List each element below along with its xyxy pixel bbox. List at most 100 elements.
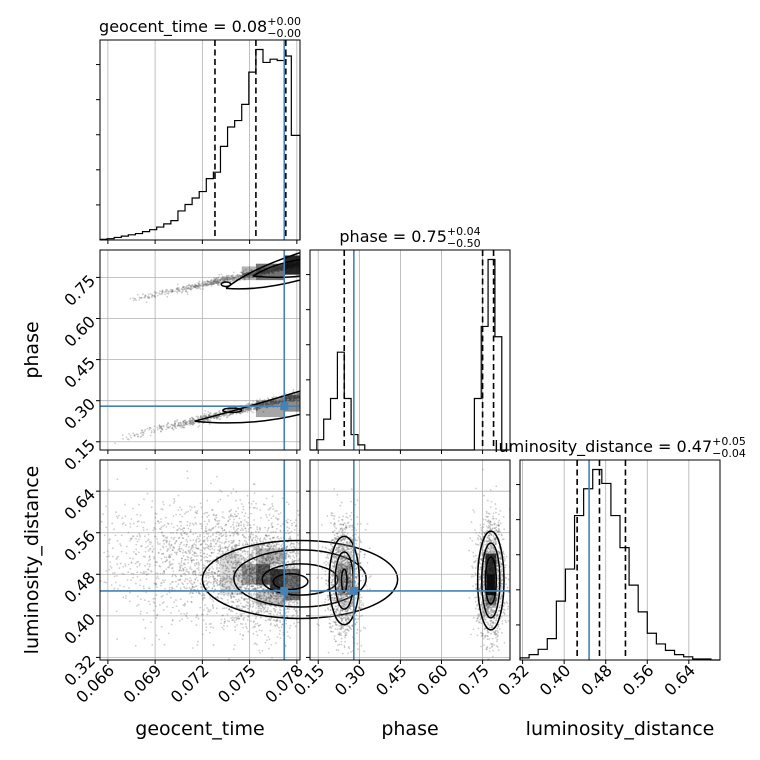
sample-point — [248, 553, 251, 556]
sample-point — [223, 620, 226, 623]
sample-point — [293, 399, 296, 402]
sample-point — [244, 527, 247, 530]
sample-point — [287, 635, 289, 638]
sample-point — [216, 595, 219, 598]
sample-point — [272, 508, 275, 511]
sample-point — [227, 409, 230, 411]
sample-point — [279, 606, 281, 609]
sample-point — [250, 564, 253, 567]
sample-point — [268, 548, 271, 550]
sample-point — [181, 425, 184, 428]
sample-point — [263, 608, 266, 611]
sample-point — [172, 558, 175, 561]
sample-point — [260, 598, 263, 600]
sample-point — [289, 538, 292, 541]
xtick-label-luminosity_distance-1: 0.40 — [536, 661, 575, 700]
sample-point — [204, 284, 207, 287]
sample-point — [243, 558, 246, 560]
sample-point — [285, 398, 288, 400]
sample-point — [148, 428, 151, 431]
sample-point — [285, 561, 288, 564]
sample-point — [212, 551, 215, 554]
sample-point — [245, 585, 248, 588]
sample-point — [263, 595, 266, 597]
sample-point — [200, 586, 203, 589]
sample-point — [183, 421, 186, 424]
sample-point — [202, 283, 204, 286]
sample-point — [202, 619, 205, 622]
sample-point — [226, 277, 229, 280]
sample-point — [256, 399, 258, 402]
sample-point — [293, 546, 296, 549]
sample-point — [297, 534, 299, 536]
sample-point — [215, 278, 218, 281]
sample-point — [268, 617, 270, 620]
sample-point — [225, 278, 228, 281]
sample-point — [226, 619, 229, 622]
sample-point — [211, 283, 214, 286]
sample-point — [264, 588, 267, 591]
sample-point — [203, 540, 206, 543]
sample-point — [227, 560, 229, 563]
sample-point — [236, 275, 239, 278]
sample-point — [173, 425, 176, 427]
sample-point — [264, 403, 267, 406]
sample-point — [244, 557, 247, 560]
sample-point — [232, 648, 235, 650]
sample-point — [295, 397, 297, 400]
sample-point — [230, 277, 233, 280]
sample-point — [289, 395, 291, 398]
sample-point — [257, 551, 260, 553]
sample-point — [227, 278, 230, 281]
sample-point — [244, 543, 247, 545]
sample-point — [219, 544, 221, 546]
sample-point — [290, 397, 292, 400]
sample-point — [262, 606, 264, 609]
sample-point — [256, 557, 259, 560]
sample-point — [220, 526, 222, 528]
sample-point — [248, 554, 251, 557]
sample-point — [117, 514, 120, 517]
sample-point — [252, 621, 255, 624]
sample-point — [212, 577, 215, 580]
sample-point — [208, 414, 211, 417]
sample-point — [218, 537, 221, 539]
sample-point — [233, 279, 236, 282]
sample-point — [248, 588, 251, 591]
sample-point — [270, 544, 273, 547]
sample-point — [241, 570, 244, 573]
sample-point — [229, 515, 232, 518]
sample-point — [182, 420, 185, 423]
sample-point — [214, 281, 217, 284]
sample-point — [194, 511, 197, 513]
sample-point — [251, 549, 254, 552]
sample-point — [269, 612, 272, 615]
sample-point — [218, 534, 221, 536]
sample-point — [228, 608, 231, 610]
sample-point — [224, 541, 227, 543]
sample-point — [253, 594, 255, 596]
sample-point — [190, 556, 193, 559]
sample-point — [153, 294, 156, 297]
sample-point — [247, 614, 250, 617]
sample-point — [210, 282, 213, 285]
sample-point — [192, 422, 195, 425]
sample-point — [231, 592, 234, 595]
sample-point — [167, 427, 170, 429]
sample-point — [257, 607, 260, 610]
sample-point — [273, 402, 276, 405]
sample-point — [267, 545, 269, 548]
sample-point — [289, 544, 292, 547]
sample-point — [265, 402, 268, 405]
sample-point — [220, 273, 223, 276]
sample-point — [272, 548, 275, 551]
sample-point — [212, 583, 215, 585]
sample-point — [269, 609, 271, 612]
sample-point — [294, 397, 297, 400]
sample-point — [232, 540, 235, 543]
sample-point — [258, 546, 260, 549]
sample-point — [193, 551, 196, 554]
sample-point — [265, 403, 268, 406]
sample-point — [214, 577, 216, 580]
sample-point — [161, 602, 164, 605]
